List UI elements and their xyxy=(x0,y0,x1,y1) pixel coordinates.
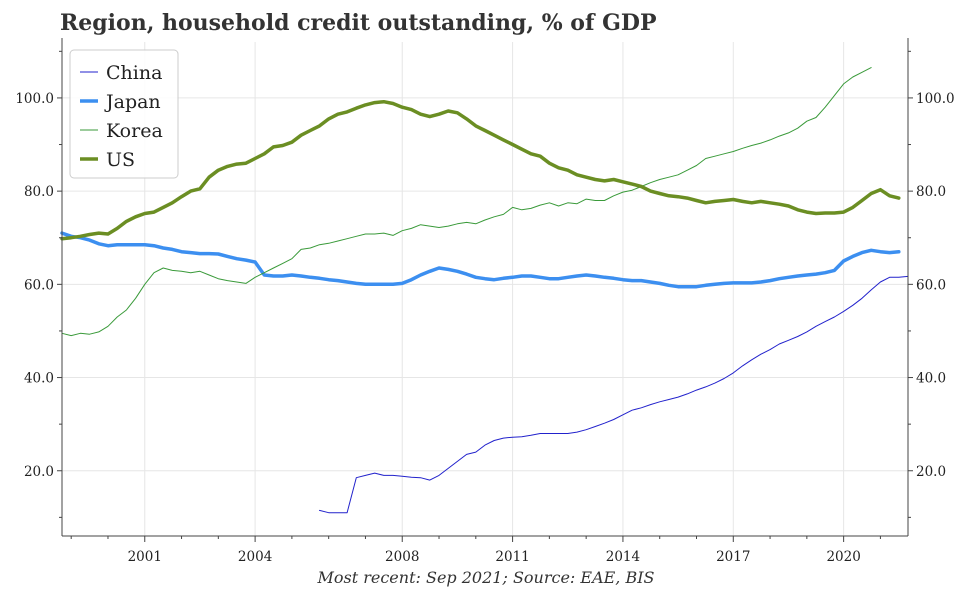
legend-label: Korea xyxy=(106,120,163,142)
y-tick-label-left: 100.0 xyxy=(15,91,54,107)
legend-label: Japan xyxy=(104,91,161,113)
y-tick-label-left: 80.0 xyxy=(24,184,54,200)
y-tick-label-left: 40.0 xyxy=(24,371,54,387)
axes: 20.0 20.0 40.0 40.0 60.0 60.0 80.0 80.0 100.0 100… xyxy=(15,38,955,565)
legend-label: US xyxy=(106,149,135,171)
x-tick-label: 2004 xyxy=(238,549,272,565)
gridlines xyxy=(62,42,908,536)
y-tick-label-right: 20.0 xyxy=(916,464,946,480)
legend-box xyxy=(69,49,179,179)
legend: China Japan Korea US xyxy=(69,49,179,179)
x-tick-label: 2001 xyxy=(128,549,162,565)
x-tick-label: 2014 xyxy=(606,549,640,565)
y-tick-label-right: 80.0 xyxy=(916,184,946,200)
y-tick-label-right: 60.0 xyxy=(916,277,946,293)
series-line-korea xyxy=(61,67,872,337)
legend-label: China xyxy=(106,62,162,84)
y-tick-label-right: 100.0 xyxy=(916,91,955,107)
x-tick-label: 2011 xyxy=(495,549,529,565)
x-tick-label: 2017 xyxy=(716,549,750,565)
y-tick-label-left: 20.0 xyxy=(24,464,54,480)
series-line-japan xyxy=(60,231,901,289)
series-lines xyxy=(60,67,909,514)
x-tick-label: 2008 xyxy=(385,549,419,565)
series-line-us xyxy=(60,99,901,241)
series-line-china xyxy=(319,275,909,514)
x-tick-label: 2020 xyxy=(826,549,860,565)
source-note: Most recent: Sep 2021; Source: EAE, BIS xyxy=(316,568,654,587)
chart-title: Region, household credit outstanding, % … xyxy=(60,10,657,36)
y-tick-label-right: 40.0 xyxy=(916,371,946,387)
y-tick-label-left: 60.0 xyxy=(24,277,54,293)
